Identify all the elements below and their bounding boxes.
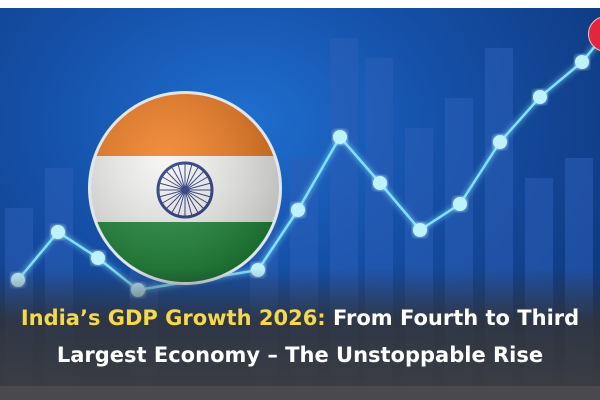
line-point — [333, 130, 347, 144]
headline-rest: From Fourth to Third — [325, 306, 580, 330]
text-shade — [0, 268, 600, 386]
headline-highlight: India’s GDP Growth 2026: — [20, 306, 326, 330]
line-point — [91, 251, 105, 265]
line-point — [453, 197, 467, 211]
line-point — [291, 203, 305, 217]
featured-banner: India’s GDP Growth 2026: From Fourth to … — [0, 8, 600, 386]
line-point — [413, 223, 427, 237]
headline-line-2: Largest Economy – The Unstoppable Rise — [56, 343, 544, 367]
line-point — [373, 176, 387, 190]
line-point — [493, 135, 507, 149]
line-point — [575, 55, 589, 69]
line-point — [51, 225, 65, 239]
headline-line-1: India’s GDP Growth 2026: From Fourth to … — [0, 306, 600, 330]
bottom-bar — [0, 386, 600, 400]
line-point — [533, 90, 547, 104]
